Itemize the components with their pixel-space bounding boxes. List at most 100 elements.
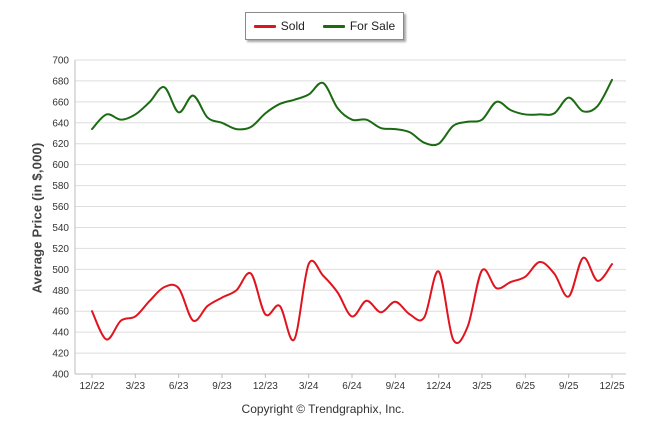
x-tick-label-9-24: 9/24 bbox=[386, 381, 406, 392]
x-tick-label-6-24: 6/24 bbox=[342, 381, 362, 392]
data-point-for-sale-7 bbox=[191, 93, 196, 98]
data-point-for-sale-33 bbox=[566, 95, 571, 100]
data-point-for-sale-17 bbox=[335, 106, 340, 111]
data-point-for-sale-35 bbox=[595, 104, 600, 109]
data-point-for-sale-31 bbox=[537, 112, 542, 117]
data-point-sold-5 bbox=[162, 285, 167, 290]
data-point-sold-30 bbox=[523, 274, 528, 279]
data-point-sold-32 bbox=[552, 271, 557, 276]
legend-item-sold[interactable]: Sold bbox=[253, 19, 305, 33]
data-point-sold-24 bbox=[436, 269, 441, 274]
y-tick-label-540: 540 bbox=[52, 223, 69, 234]
y-tick-label-700: 700 bbox=[52, 56, 69, 67]
data-point-sold-25 bbox=[451, 337, 456, 342]
x-tick-label-9-25: 9/25 bbox=[559, 381, 579, 392]
data-point-for-sale-22 bbox=[407, 130, 412, 135]
data-point-sold-8 bbox=[205, 303, 210, 308]
x-tick-label-12-23: 12/23 bbox=[253, 381, 278, 392]
data-point-for-sale-16 bbox=[321, 81, 326, 86]
data-point-sold-13 bbox=[277, 303, 282, 308]
data-point-sold-3 bbox=[133, 314, 138, 319]
y-tick-label-400: 400 bbox=[52, 370, 69, 381]
data-point-for-sale-10 bbox=[234, 127, 239, 132]
data-point-for-sale-27 bbox=[480, 117, 485, 122]
y-tick-label-620: 620 bbox=[52, 139, 69, 150]
y-axis-label: Average Price (in $,000) bbox=[29, 142, 45, 294]
legend-item-for-sale[interactable]: For Sale bbox=[322, 19, 396, 33]
data-point-sold-2 bbox=[118, 318, 123, 323]
data-point-sold-28 bbox=[494, 286, 499, 291]
data-point-sold-9 bbox=[220, 295, 225, 300]
data-point-sold-0 bbox=[90, 309, 95, 314]
data-point-for-sale-12 bbox=[263, 111, 268, 116]
x-tick-label-6-23: 6/23 bbox=[169, 381, 189, 392]
data-point-for-sale-18 bbox=[350, 117, 355, 122]
y-tick-label-480: 480 bbox=[52, 286, 69, 297]
x-tick-label-3-24: 3/24 bbox=[299, 381, 319, 392]
x-tick-label-3-25: 3/25 bbox=[472, 381, 492, 392]
data-point-sold-19 bbox=[364, 298, 369, 303]
data-point-sold-29 bbox=[508, 279, 513, 284]
data-point-sold-6 bbox=[176, 286, 181, 291]
y-tick-label-600: 600 bbox=[52, 160, 69, 171]
data-point-for-sale-25 bbox=[451, 123, 456, 128]
data-point-for-sale-19 bbox=[364, 117, 369, 122]
data-point-for-sale-14 bbox=[292, 97, 297, 102]
y-tick-label-640: 640 bbox=[52, 118, 69, 129]
data-point-sold-16 bbox=[321, 273, 326, 278]
data-point-sold-12 bbox=[263, 312, 268, 317]
data-point-sold-15 bbox=[306, 262, 311, 267]
y-tick-label-680: 680 bbox=[52, 76, 69, 87]
x-tick-label-12-22: 12/22 bbox=[79, 381, 104, 392]
data-point-sold-4 bbox=[147, 298, 152, 303]
data-point-sold-20 bbox=[378, 310, 383, 315]
data-point-for-sale-24 bbox=[436, 141, 441, 146]
x-tick-label-12-25: 12/25 bbox=[599, 381, 624, 392]
data-point-for-sale-1 bbox=[104, 112, 109, 117]
data-point-for-sale-20 bbox=[378, 126, 383, 131]
legend-swatch-for-sale bbox=[322, 24, 345, 28]
data-point-sold-31 bbox=[537, 260, 542, 265]
data-point-sold-7 bbox=[191, 318, 196, 323]
data-point-for-sale-11 bbox=[248, 124, 253, 129]
series-line-for-sale bbox=[91, 78, 613, 147]
x-tick-label-3-23: 3/23 bbox=[126, 381, 146, 392]
data-point-sold-1 bbox=[104, 337, 109, 342]
data-point-for-sale-36 bbox=[610, 77, 615, 82]
y-tick-label-660: 660 bbox=[52, 97, 69, 108]
data-point-for-sale-28 bbox=[494, 99, 499, 104]
data-point-for-sale-23 bbox=[422, 140, 427, 145]
data-point-for-sale-26 bbox=[465, 119, 470, 124]
chart-legend: Sold For Sale bbox=[245, 12, 404, 40]
data-point-for-sale-15 bbox=[306, 92, 311, 97]
data-point-sold-11 bbox=[248, 271, 253, 276]
data-point-sold-22 bbox=[407, 312, 412, 317]
data-point-sold-18 bbox=[350, 314, 355, 319]
data-point-for-sale-32 bbox=[552, 111, 557, 116]
series-line-sold bbox=[91, 256, 613, 345]
data-point-for-sale-8 bbox=[205, 115, 210, 120]
data-point-for-sale-0 bbox=[90, 127, 95, 132]
data-point-for-sale-34 bbox=[581, 109, 586, 114]
data-point-sold-10 bbox=[234, 288, 239, 293]
data-point-sold-17 bbox=[335, 290, 340, 295]
y-tick-label-460: 460 bbox=[52, 307, 69, 318]
copyright-footer: Copyright © Trendgraphix, Inc. bbox=[241, 402, 405, 416]
data-point-sold-14 bbox=[292, 337, 297, 342]
data-point-sold-36 bbox=[610, 262, 615, 267]
data-point-for-sale-13 bbox=[277, 101, 282, 106]
data-point-sold-27 bbox=[480, 268, 485, 273]
y-tick-label-500: 500 bbox=[52, 265, 69, 276]
data-point-for-sale-2 bbox=[118, 117, 123, 122]
y-tick-label-420: 420 bbox=[52, 349, 69, 360]
data-point-for-sale-6 bbox=[176, 110, 181, 115]
legend-label-for-sale: For Sale bbox=[349, 19, 396, 33]
legend-swatch-sold bbox=[253, 24, 276, 28]
y-tick-label-520: 520 bbox=[52, 244, 69, 255]
legend-label-sold: Sold bbox=[280, 19, 305, 33]
data-point-sold-21 bbox=[393, 299, 398, 304]
x-tick-label-9-23: 9/23 bbox=[212, 381, 232, 392]
y-tick-label-440: 440 bbox=[52, 328, 69, 339]
data-point-for-sale-30 bbox=[523, 112, 528, 117]
